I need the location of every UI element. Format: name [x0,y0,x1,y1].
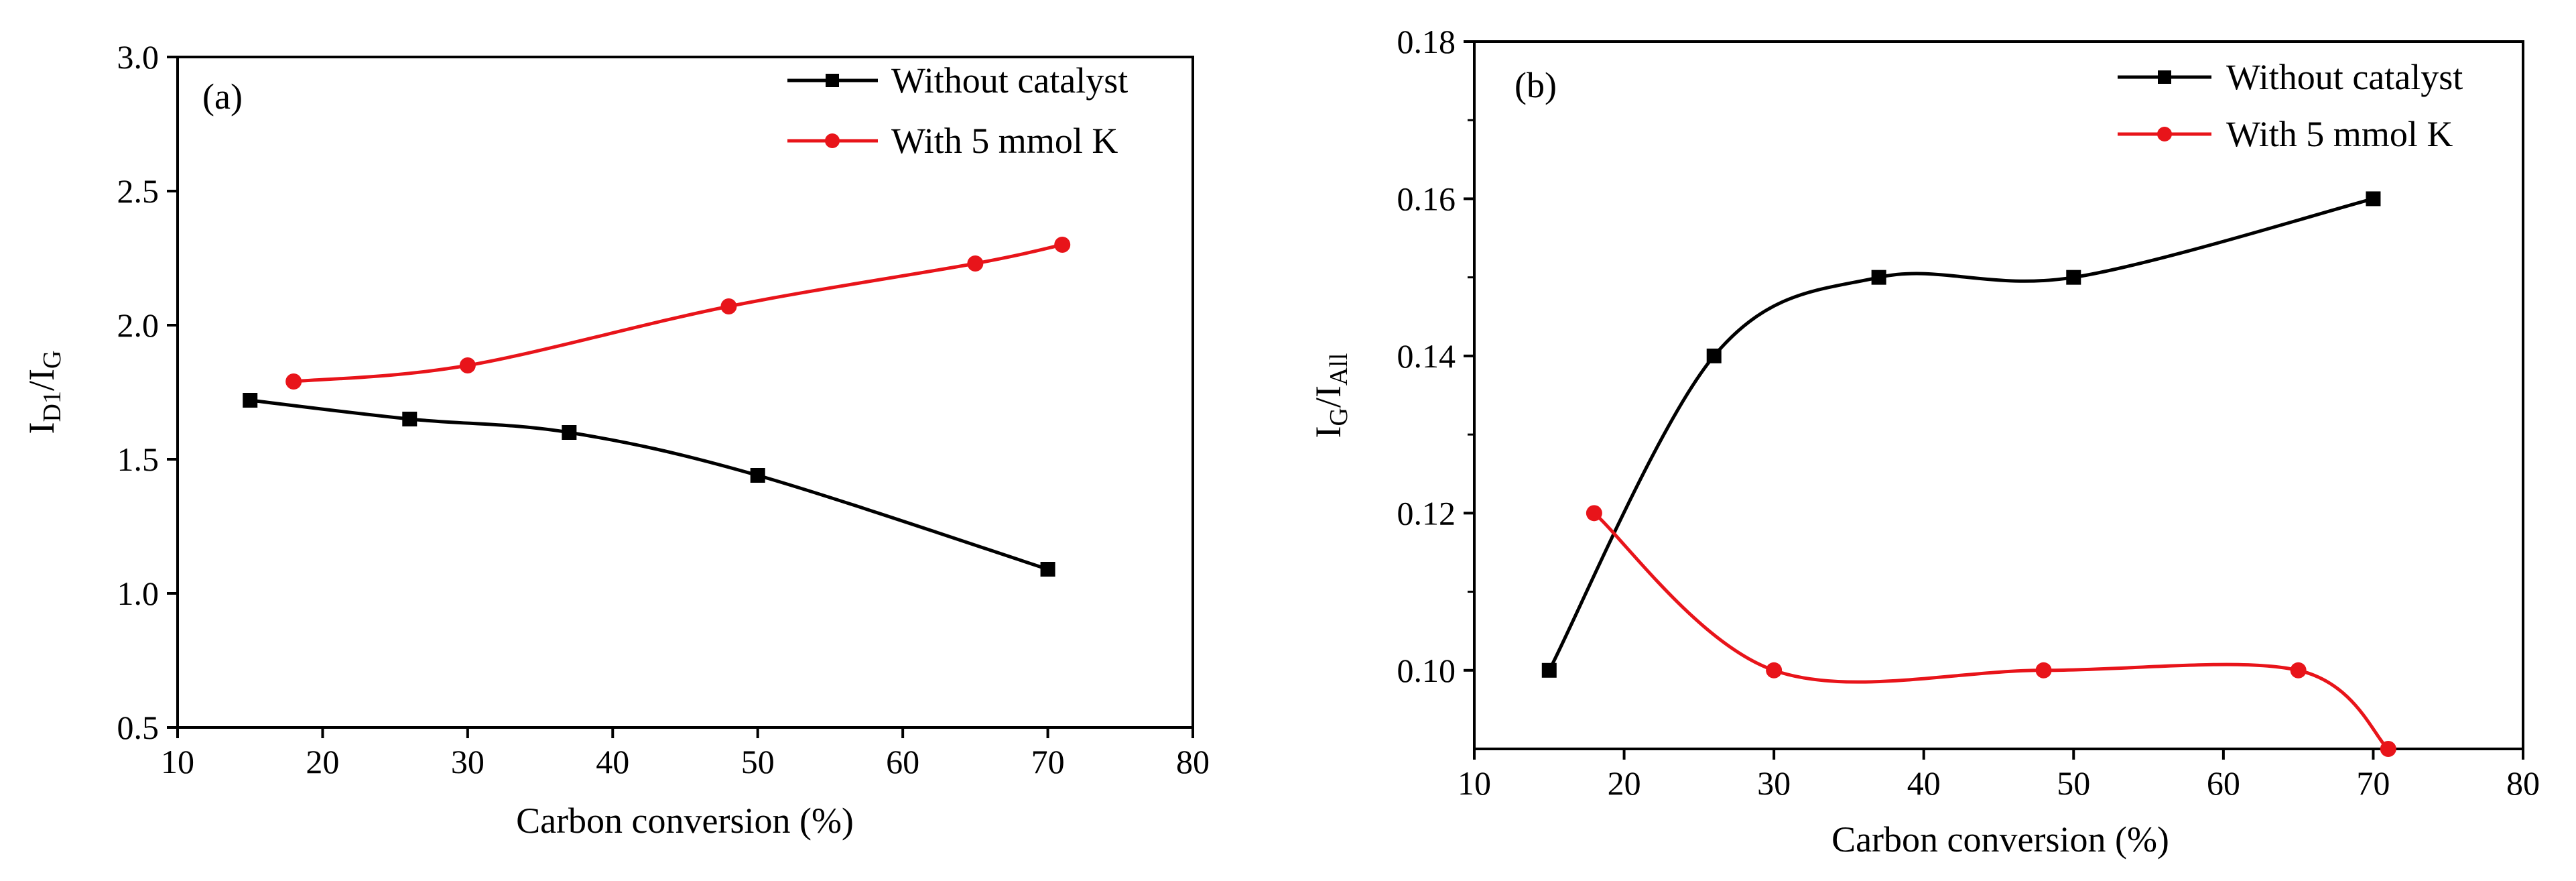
chart-a-ticks: 10 20 30 40 50 60 70 80 0.5 1.0 1.5 2.0 2.5 3.0 [117,38,1210,780]
chart-b-xtick-label: 70 [2356,764,2390,802]
chart-a-point-0-0 [243,393,258,408]
chart-b-series-line-1 [1593,512,2390,750]
chart-a-xtick-label: 20 [306,743,339,780]
chart-a-legend-marker-1 [825,133,840,148]
chart-b-point-0-4 [2366,191,2381,207]
chart-a-legend-marker-0 [826,74,839,87]
chart-b-point-1-4 [2380,741,2396,757]
chart-b-ylabel-main: I [1308,426,1348,438]
chart-a-ylabel-sub1: D1 [38,391,66,422]
chart-a-plot-frame [176,56,1194,729]
chart-a-series-lines [249,243,1063,571]
chart-a-point-1-2 [720,298,737,314]
chart-a-ytick-label: 2.5 [117,172,159,210]
chart-b-legend-marker-0 [2158,70,2171,84]
chart-b-xtick-label: 30 [1757,764,1791,802]
chart-a-ylabel: ID1/IG [21,351,66,434]
chart-a-ytick-label: 2.0 [117,306,159,344]
chart-b-xtick-label: 50 [2057,764,2090,802]
chart-a-point-0-1 [402,412,417,426]
chart-a-xtick-label: 30 [451,743,485,780]
chart-b-xtick-label: 80 [2506,764,2540,802]
chart-b-ytick-label: 0.16 [1397,180,1456,217]
chart-b-legend: Without catalyst With 5 mmol K [2118,57,2463,154]
chart-a-xtick-label: 40 [596,743,629,780]
chart-b-xtick-label: 60 [2207,764,2240,802]
chart-a-point-1-1 [459,357,476,373]
chart-b-xtick-label: 10 [1458,764,1491,802]
chart-b-ytick-label: 0.12 [1397,494,1456,532]
chart-b: 10 20 30 40 50 60 70 80 0.10 0.12 0.14 0.16 0.18 (b)… [1308,23,2540,860]
chart-a-ytick-label: 3.0 [117,38,159,76]
chart-b-point-1-0 [1586,505,1602,522]
chart-b-plot-frame [1473,40,2524,750]
chart-a-legend: Without catalyst With 5 mmol K [787,60,1128,161]
chart-a-legend-text-0: Without catalyst [891,60,1128,101]
chart-a-ylabel-sub2: G [38,351,66,369]
chart-a-xtick-label: 50 [741,743,775,780]
chart-b-legend-marker-1 [2157,127,2172,141]
chart-b-ytick-label: 0.18 [1397,23,1456,60]
chart-b-xtick-label: 40 [1907,764,1941,802]
chart-a-panel-label: (a) [202,76,243,117]
chart-a-point-0-4 [1040,562,1055,577]
chart-b-xlabel: Carbon conversion (%) [1831,819,2169,860]
chart-b-ylabel-sub2: All [1325,353,1353,386]
chart-b-legend-text-0: Without catalyst [2226,57,2463,97]
chart-a-xtick-label: 10 [161,743,194,780]
chart-a-series-line-1 [293,243,1063,384]
chart-b-legend-text-1: With 5 mmol K [2226,114,2453,154]
chart-b-point-1-2 [2035,662,2052,679]
chart-b-markers [1541,191,2396,757]
chart-a-xlabel: Carbon conversion (%) [516,801,854,841]
chart-a-xtick-label: 70 [1031,743,1065,780]
chart-b-ytick-label: 0.14 [1397,337,1456,375]
chart-b-point-0-1 [1706,348,1722,363]
chart-a-ytick-label: 0.5 [117,709,159,746]
chart-b-point-0-0 [1541,662,1557,678]
chart-b-ticks: 10 20 30 40 50 60 70 80 0.10 0.12 0.14 0.16 0.18 [1397,23,2540,802]
chart-b-point-0-2 [1871,270,1886,285]
chart-a-xtick-label: 80 [1176,743,1210,780]
chart-b-panel-label: (b) [1515,65,1557,105]
chart-a-markers [243,237,1071,577]
chart-a-point-0-2 [562,425,577,440]
chart-a-legend-text-1: With 5 mmol K [891,121,1118,161]
chart-b-xtick-label: 20 [1608,764,1641,802]
chart-b-ytick-label: 0.10 [1397,652,1456,689]
chart-b-point-1-1 [1766,662,1783,679]
chart-a-ytick-label: 1.5 [117,440,159,478]
chart-a-point-1-0 [285,373,302,390]
chart-b-series-lines [1547,196,2390,750]
chart-b-point-1-3 [2290,662,2307,679]
chart-a-ylabel-sep: /I [21,369,62,391]
chart-b-ylabel-sub1: G [1325,408,1353,426]
chart-a-series-line-0 [249,398,1049,571]
chart-b-point-0-3 [2066,270,2081,285]
chart-a-ylabel-main: I [21,422,62,434]
chart-a-point-1-3 [967,255,984,272]
chart-a-point-0-3 [750,468,765,483]
chart-a-point-1-4 [1054,237,1071,253]
chart-a: 10 20 30 40 50 60 70 80 0.5 1.0 1.5 2.0 2.5 3.0 (a) C… [21,38,1210,841]
chart-a-xtick-label: 60 [886,743,919,780]
chart-b-ylabel-sep: /I [1308,386,1348,408]
chart-a-ytick-label: 1.0 [117,575,159,612]
chart-b-ylabel: IG/IAll [1308,353,1353,438]
